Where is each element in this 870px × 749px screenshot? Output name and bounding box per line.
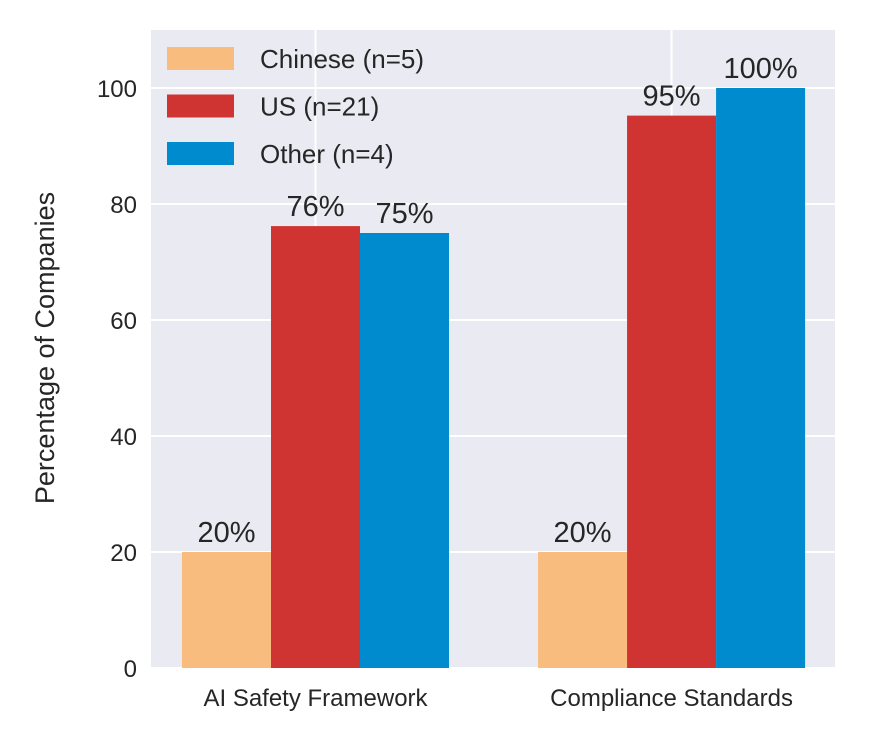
bar bbox=[181, 552, 271, 668]
data-label: 75% bbox=[375, 198, 433, 230]
legend-swatch bbox=[167, 142, 234, 165]
y-tick-label: 80 bbox=[110, 192, 137, 219]
y-tick-label: 60 bbox=[110, 308, 137, 335]
data-label: 95% bbox=[643, 81, 701, 113]
bar bbox=[627, 115, 717, 668]
x-tick-label: Compliance Standards bbox=[550, 685, 793, 712]
bar bbox=[270, 226, 361, 668]
bar bbox=[538, 552, 628, 668]
y-tick-labels: 0 20 40 60 80 100 bbox=[97, 76, 137, 683]
legend: Chinese (n=5) US (n=21) Other (n=4) bbox=[167, 44, 424, 169]
y-tick-label: 0 bbox=[124, 656, 137, 683]
y-tick-label: 20 bbox=[110, 540, 137, 567]
bars bbox=[181, 88, 806, 668]
data-label: 20% bbox=[197, 517, 255, 549]
data-label: 20% bbox=[554, 517, 612, 549]
data-labels: 20% 20% 76% 95% 75% 100% bbox=[197, 53, 797, 549]
x-tick-label: AI Safety Framework bbox=[203, 685, 428, 712]
data-label: 100% bbox=[723, 53, 797, 85]
y-tick-label: 100 bbox=[97, 76, 137, 103]
legend-label: US (n=21) bbox=[260, 92, 379, 122]
y-tick-label: 40 bbox=[110, 424, 137, 451]
x-tick-labels: AI Safety Framework Compliance Standards bbox=[203, 685, 793, 712]
bar bbox=[716, 88, 806, 668]
data-label: 76% bbox=[286, 191, 344, 223]
legend-label: Other (n=4) bbox=[260, 139, 394, 169]
legend-swatch bbox=[167, 94, 234, 118]
legend-label: Chinese (n=5) bbox=[260, 44, 424, 74]
bar bbox=[360, 233, 450, 668]
y-axis-label: Percentage of Companies bbox=[30, 192, 60, 504]
legend-swatch bbox=[167, 47, 234, 70]
